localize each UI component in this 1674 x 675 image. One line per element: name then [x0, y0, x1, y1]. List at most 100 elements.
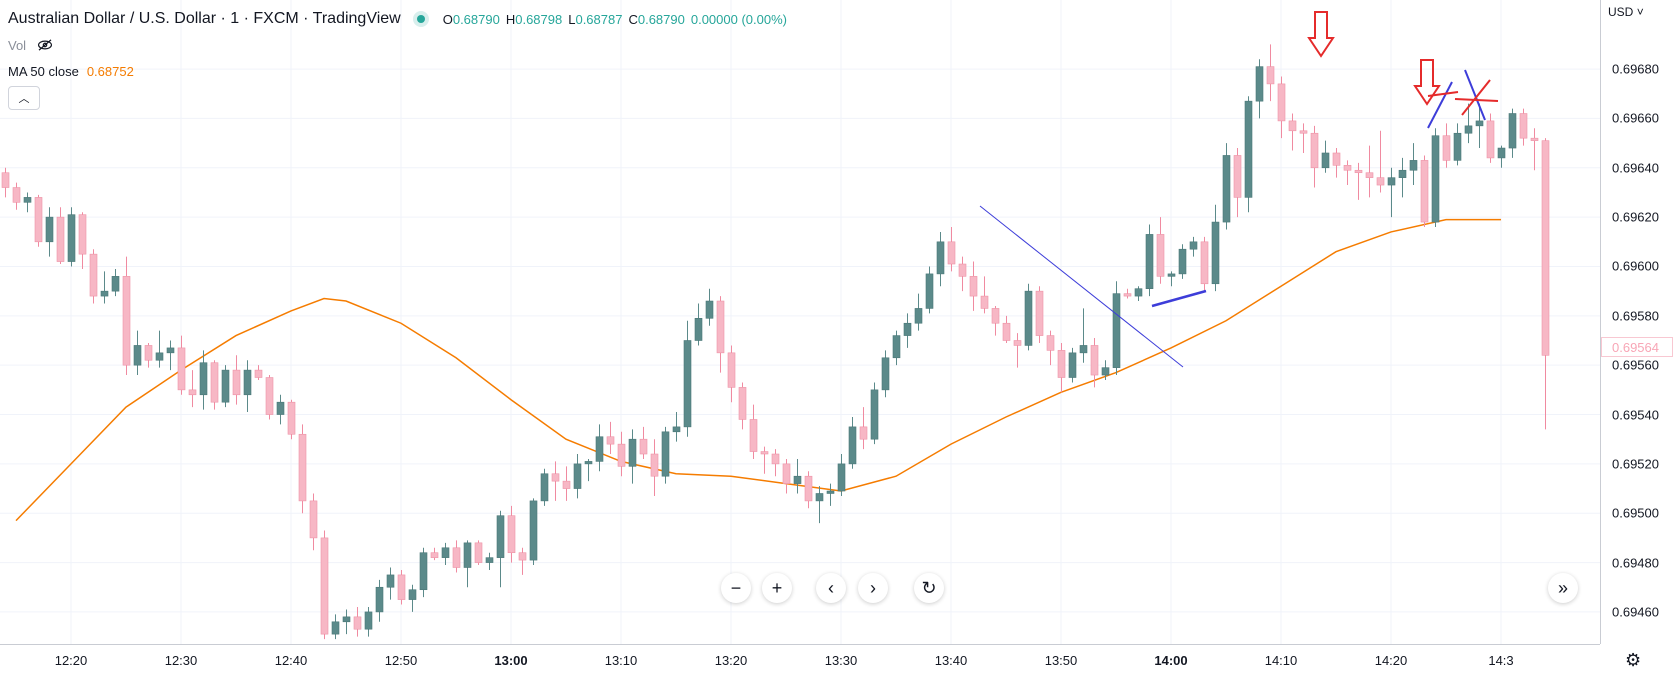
scroll-right-button[interactable]: ›	[858, 573, 888, 603]
candle	[45, 207, 54, 257]
candle	[859, 407, 868, 450]
candle	[364, 606, 373, 637]
hidden-eye-icon[interactable]	[36, 39, 54, 51]
candle	[1233, 148, 1242, 218]
candle	[1442, 123, 1451, 168]
reset-icon: ↻	[921, 577, 937, 598]
candle-body	[760, 451, 769, 455]
candles	[1, 44, 1550, 640]
go-to-realtime-button[interactable]: »	[1548, 573, 1578, 603]
candle	[991, 305, 1000, 336]
market-open-icon	[416, 15, 425, 23]
candle	[507, 505, 516, 563]
candle	[518, 547, 527, 575]
candle-body	[815, 493, 824, 502]
chart-pane[interactable]	[0, 0, 1600, 644]
candle	[100, 271, 109, 304]
candle	[1508, 108, 1517, 158]
currency-label: USD	[1608, 5, 1634, 19]
candle-body	[1123, 293, 1132, 297]
ma-label[interactable]: MA 50 close	[8, 63, 79, 79]
candle	[166, 340, 175, 371]
price-tick-label: 0.69680	[1612, 61, 1659, 77]
candle	[485, 552, 494, 570]
candle	[188, 370, 197, 408]
candle-body	[1024, 290, 1033, 346]
ohlc-key: C	[628, 11, 638, 27]
candle	[1178, 244, 1187, 279]
candle	[1079, 308, 1088, 363]
candle-body	[1420, 160, 1429, 223]
user-drawings	[979, 11, 1499, 368]
candle	[1541, 138, 1550, 430]
candle	[1002, 315, 1011, 343]
zoom-out-button[interactable]: −	[721, 573, 751, 603]
gear-icon[interactable]: ⚙	[1625, 650, 1642, 670]
candle	[221, 365, 230, 408]
candle-body	[23, 197, 32, 203]
volume-label[interactable]: Vol	[8, 37, 27, 53]
candle-body	[1321, 152, 1330, 169]
candle-body	[408, 589, 417, 600]
candle	[650, 439, 659, 496]
time-axis[interactable]: 12:20 12:30 12:40 12:50 13:00 13:10 13:20 13:30…	[0, 644, 1600, 675]
candle	[936, 231, 945, 287]
candle-body	[1332, 152, 1341, 166]
candle	[1343, 160, 1352, 186]
candle	[683, 320, 692, 437]
candle-body	[1497, 147, 1506, 159]
candle-body	[45, 216, 54, 243]
time-tick-label: 14:00	[1154, 653, 1188, 668]
candle-body	[1222, 155, 1231, 223]
time-tick-label: 14:3	[1488, 653, 1514, 668]
candle-body	[1299, 130, 1308, 134]
candle-body	[287, 401, 296, 435]
currency-selector[interactable]: USD ˅	[1608, 5, 1644, 19]
candle-body	[342, 616, 351, 623]
candle	[1068, 347, 1077, 383]
price-chart[interactable]	[0, 0, 1600, 644]
candle-body	[617, 443, 626, 467]
price-tick-label: 0.69560	[1612, 357, 1659, 373]
candle-body	[727, 352, 736, 388]
candle	[342, 609, 351, 635]
scroll-left-button[interactable]: ‹	[816, 573, 846, 603]
ma50-line	[15, 218, 1501, 522]
candle-body	[903, 322, 912, 336]
candle-body	[518, 552, 527, 561]
candle	[243, 360, 252, 413]
candle	[804, 471, 813, 509]
candle-body	[826, 490, 835, 494]
candle-body	[782, 463, 791, 484]
candle-body	[1376, 177, 1385, 186]
candle-body	[12, 187, 21, 203]
reset-chart-button[interactable]: ↻	[914, 573, 944, 603]
candle-body	[1442, 135, 1451, 161]
candle-body	[155, 352, 164, 361]
candle	[199, 350, 208, 410]
candle	[1354, 162, 1363, 200]
candle-body	[892, 335, 901, 359]
candle-body	[89, 253, 98, 297]
candle	[837, 454, 846, 496]
candle-body	[870, 389, 879, 440]
candle	[848, 416, 857, 469]
symbol-title[interactable]: Australian Dollar / U.S. Dollar · 1 · FX…	[8, 10, 401, 27]
candle	[782, 458, 791, 494]
chevron-up-icon: ︿	[18, 93, 30, 105]
candle-body	[573, 463, 582, 489]
candle-body	[485, 557, 494, 563]
candle-body	[441, 547, 450, 558]
candle	[595, 424, 604, 472]
candle-body	[1002, 322, 1011, 341]
candle	[210, 360, 219, 410]
candle	[1, 167, 10, 198]
collapse-legend-button[interactable]: ︿	[8, 86, 40, 110]
candle	[1376, 130, 1385, 193]
candle-body	[507, 515, 516, 554]
candle-body	[419, 552, 428, 591]
candle-body	[177, 347, 186, 391]
zoom-in-button[interactable]: +	[762, 573, 792, 603]
candle	[122, 256, 131, 376]
candle-body	[540, 473, 549, 502]
